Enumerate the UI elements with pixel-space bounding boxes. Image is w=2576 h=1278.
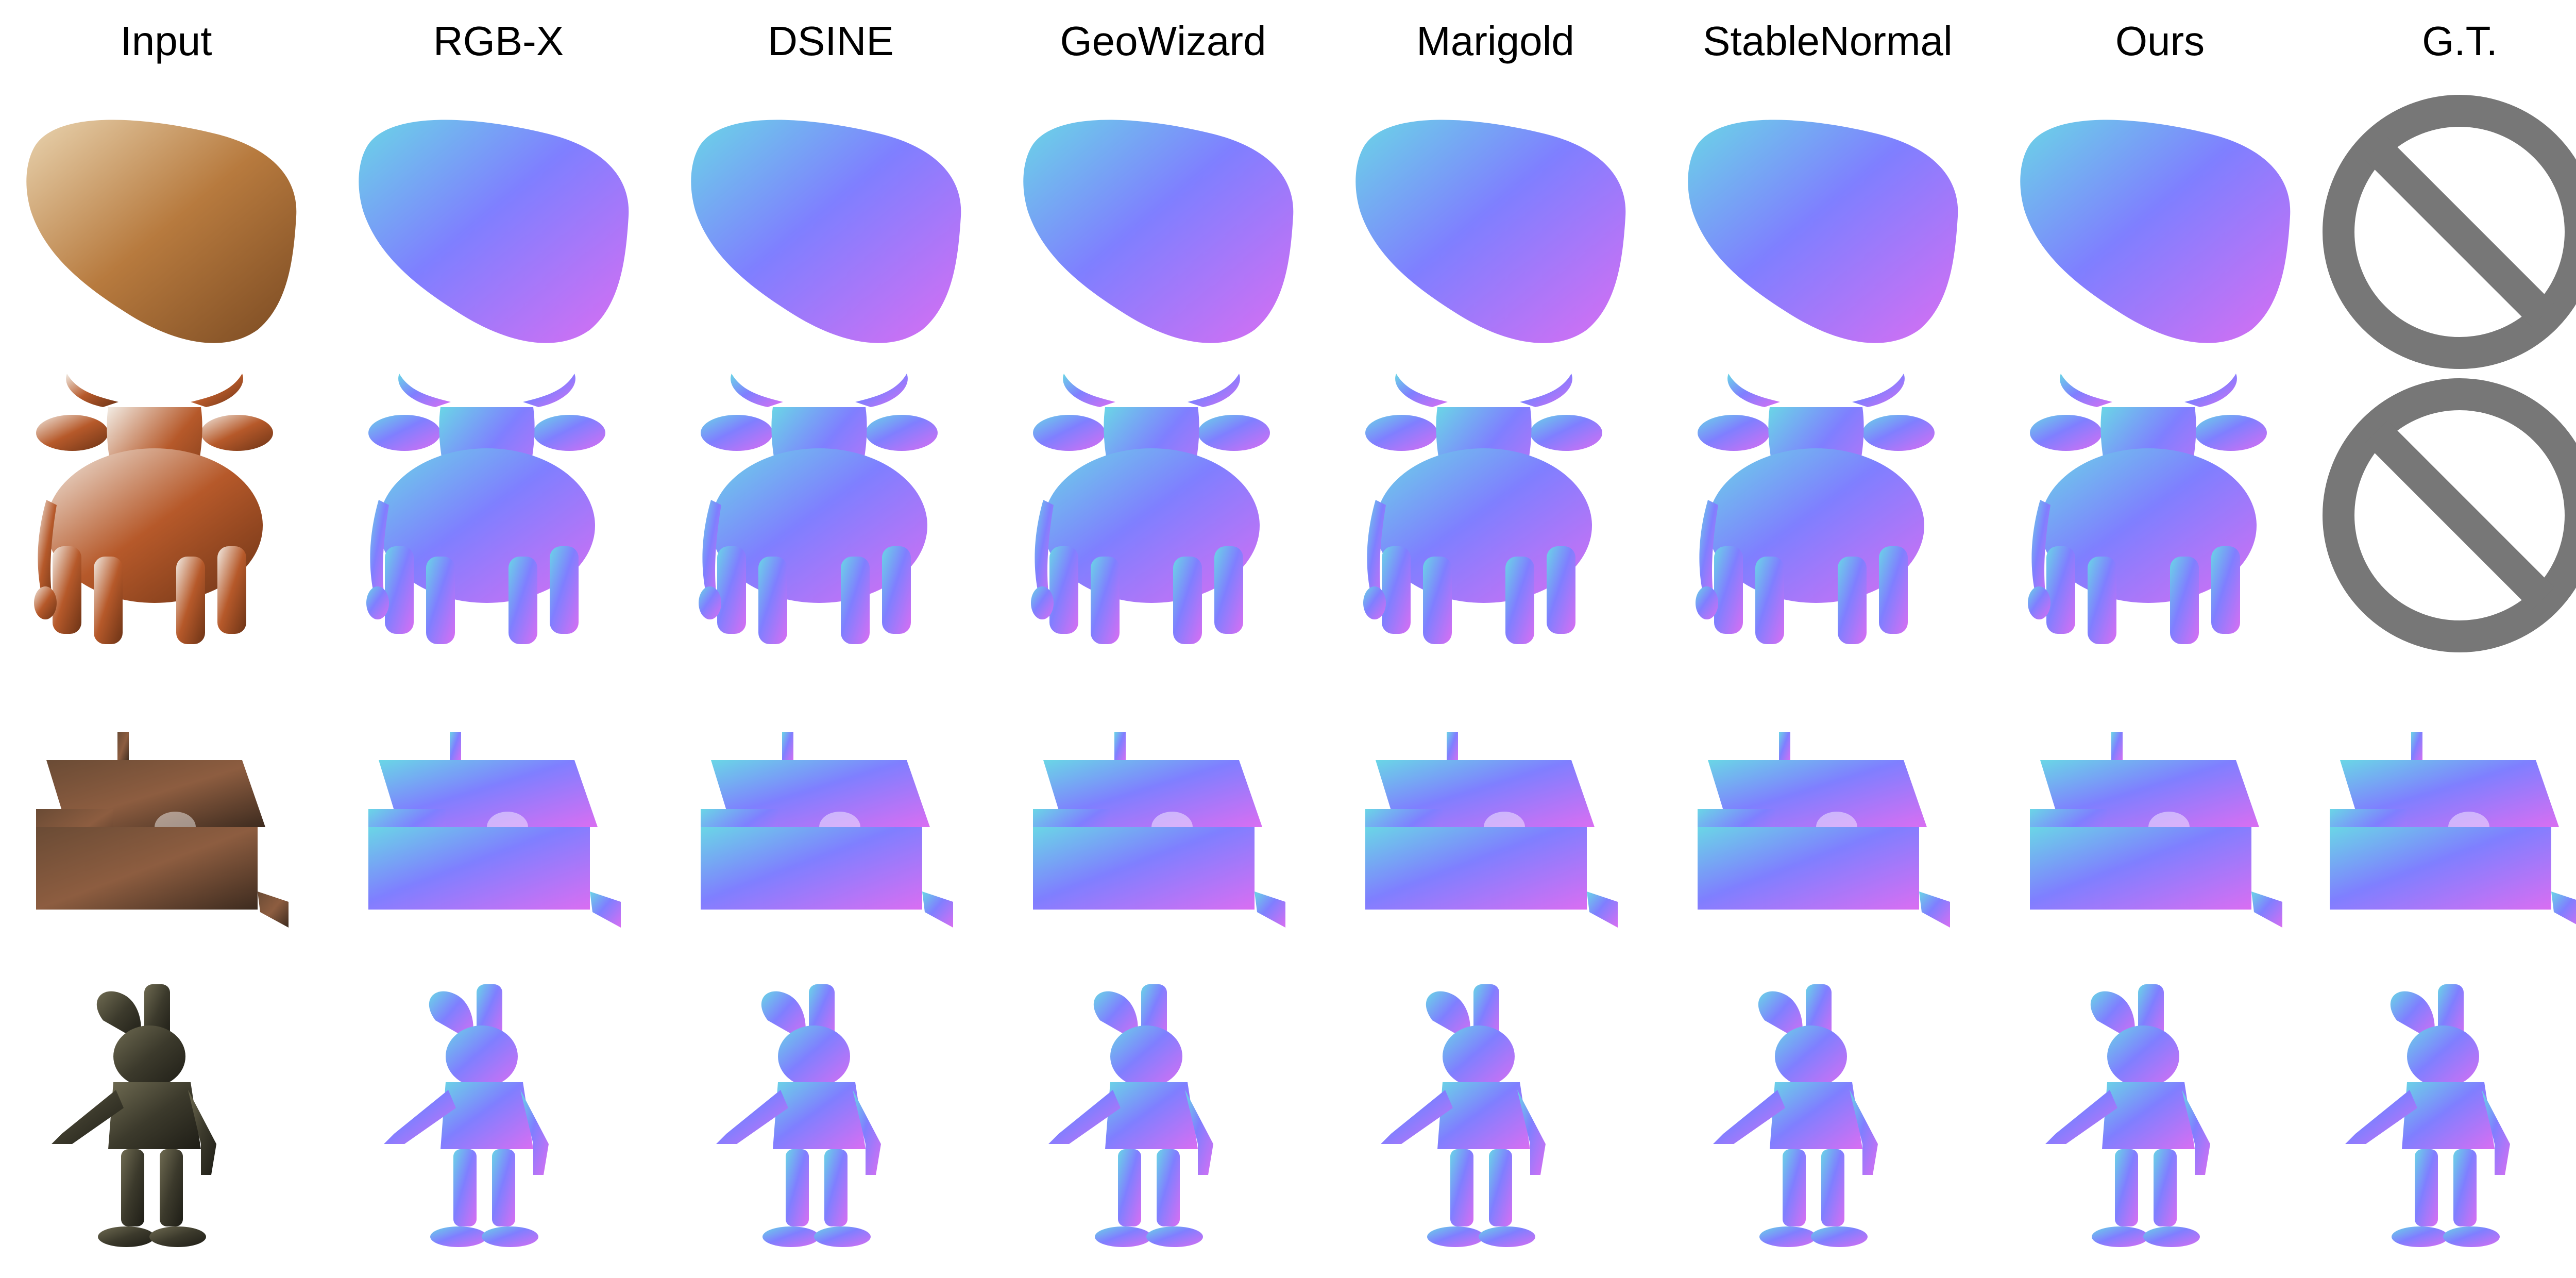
animatronic-rabbit-g-t-image [2294, 979, 2576, 1268]
croissant-g-t-image [2294, 88, 2576, 376]
animatronic-rabbit-shape [384, 984, 549, 1247]
animatronic-rabbit-shape [1713, 984, 1878, 1247]
dormer-window [819, 812, 860, 827]
column-header-marigold: Marigold [1416, 18, 1574, 64]
animatronic-rabbit-ours-image [1994, 979, 2326, 1268]
column-header-geowizard: GeoWizard [1060, 18, 1266, 64]
dormer-window [1151, 812, 1193, 827]
animatronic-rabbit-rgb-x-image [332, 979, 665, 1268]
dormer-window [155, 812, 196, 827]
not-available-icon [2323, 95, 2576, 369]
house-stablenormal-image [1662, 685, 1994, 974]
column-header-rgb-x: RGB-X [433, 18, 564, 64]
house-geowizard-image [997, 685, 1329, 974]
animatronic-rabbit-marigold-image [1329, 979, 1662, 1268]
house-marigold-image [1329, 685, 1662, 974]
croissant-geowizard-image [997, 88, 1329, 376]
animatronic-rabbit-geowizard-image [997, 979, 1329, 1268]
croissant-shape [1688, 120, 1958, 343]
house-shape [2030, 732, 2282, 928]
cow-shape [1696, 374, 1935, 644]
not-available-icon [2323, 378, 2576, 652]
animatronic-rabbit-stablenormal-image [1662, 979, 1994, 1268]
animatronic-rabbit-shape [2045, 984, 2210, 1247]
cow-shape [34, 374, 273, 644]
animatronic-rabbit-dsine-image [665, 979, 997, 1268]
animatronic-rabbit-shape [2345, 984, 2510, 1247]
animatronic-rabbit-shape [716, 984, 881, 1247]
house-dsine-image [665, 685, 997, 974]
dormer-window [2148, 812, 2190, 827]
house-shape [1365, 732, 1618, 928]
house-shape [1698, 732, 1950, 928]
house-ours-image [1994, 685, 2326, 974]
animatronic-rabbit-input-image [0, 979, 332, 1268]
house-shape [1033, 732, 1285, 928]
house-shape [36, 732, 289, 928]
column-header-ours: Ours [2115, 18, 2205, 64]
cow-marigold-image [1329, 371, 1662, 660]
cow-shape [2028, 374, 2267, 644]
croissant-input-image [0, 88, 332, 376]
dormer-window [487, 812, 528, 827]
house-shape [368, 732, 621, 928]
house-shape [701, 732, 953, 928]
cow-g-t-image [2294, 371, 2576, 660]
cow-shape [366, 374, 605, 644]
animatronic-rabbit-shape [52, 984, 216, 1247]
cow-rgb-x-image [332, 371, 665, 660]
cow-shape [699, 374, 938, 644]
cow-stablenormal-image [1662, 371, 1994, 660]
croissant-shape [2020, 120, 2291, 343]
croissant-shape [359, 120, 629, 343]
cow-dsine-image [665, 371, 997, 660]
house-input-image [0, 685, 332, 974]
croissant-marigold-image [1329, 88, 1662, 376]
cow-ours-image [1994, 371, 2326, 660]
dormer-window [1484, 812, 1525, 827]
croissant-shape [1355, 120, 1626, 343]
cow-shape [1031, 374, 1270, 644]
cow-geowizard-image [997, 371, 1329, 660]
column-header-dsine: DSINE [768, 18, 894, 64]
house-rgb-x-image [332, 685, 665, 974]
column-header-input: Input [120, 18, 212, 64]
croissant-dsine-image [665, 88, 997, 376]
croissant-stablenormal-image [1662, 88, 1994, 376]
dormer-window [1816, 812, 1857, 827]
croissant-shape [691, 120, 961, 343]
column-header-stablenormal: StableNormal [1703, 18, 1953, 64]
croissant-shape [1023, 120, 1294, 343]
croissant-ours-image [1994, 88, 2326, 376]
cow-shape [1363, 374, 1602, 644]
dormer-window [2448, 812, 2489, 827]
croissant-rgb-x-image [332, 88, 665, 376]
croissant-shape [26, 120, 297, 343]
house-g-t-image [2294, 685, 2576, 974]
house-shape [2330, 732, 2576, 924]
cow-input-image [0, 371, 332, 660]
animatronic-rabbit-shape [1381, 984, 1546, 1247]
column-header-g-t: G.T. [2422, 18, 2498, 64]
animatronic-rabbit-shape [1048, 984, 1213, 1247]
